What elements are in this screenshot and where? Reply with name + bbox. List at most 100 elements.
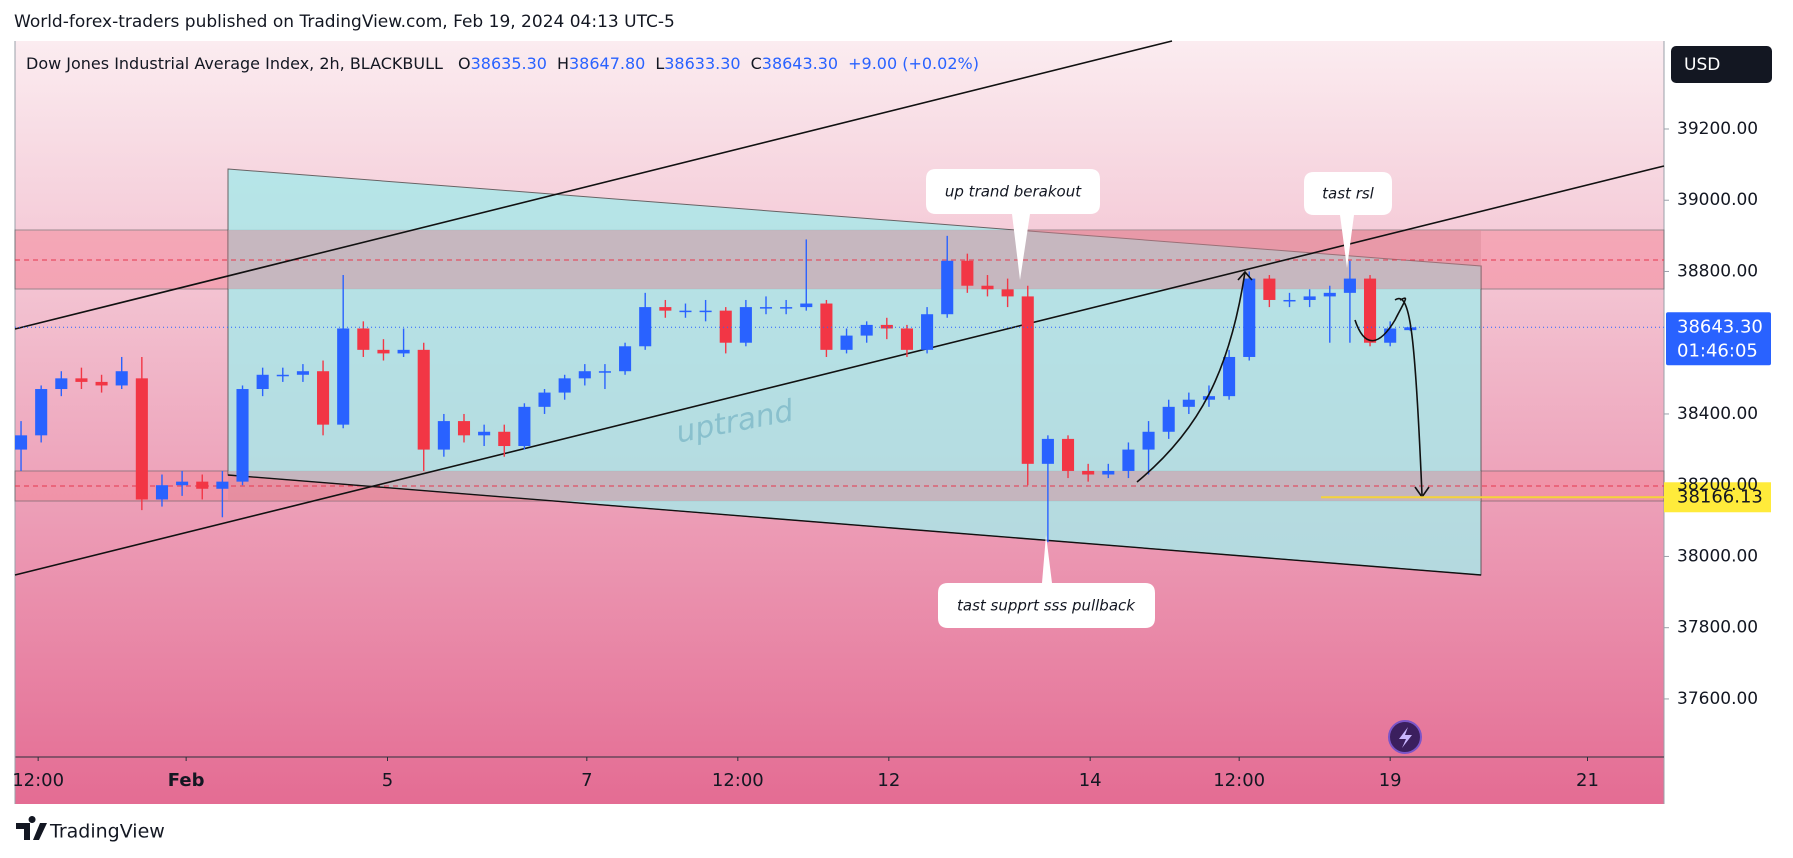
legend-key: O	[458, 54, 471, 73]
candle-body	[478, 431, 491, 436]
legend-text: Dow Jones Industrial Average Index, 2h, …	[26, 54, 979, 73]
candle-body	[1162, 406, 1175, 432]
candle-body	[357, 328, 370, 350]
footer-label: TradingView	[49, 821, 165, 843]
candle-body	[337, 328, 350, 425]
callout-label: tast supprt sss pullback	[957, 597, 1136, 615]
candle-body	[619, 346, 632, 372]
curve-arrow	[1354, 297, 1423, 496]
legend-key: H	[557, 54, 569, 73]
candle-body	[840, 335, 853, 350]
candle-body	[659, 307, 672, 311]
currency-button[interactable]	[1671, 46, 1772, 83]
candle-body	[739, 307, 752, 343]
candle-body	[498, 431, 511, 447]
candle-body	[1243, 278, 1256, 357]
candle-body	[176, 481, 189, 486]
candle-body	[639, 307, 652, 347]
last-price-label: 38643.30	[1677, 316, 1763, 337]
trend-line	[14, 165, 1665, 576]
candle-body	[437, 421, 450, 450]
candle-body	[1303, 296, 1316, 300]
last-price-box	[1666, 312, 1771, 366]
candle-body	[35, 389, 48, 436]
alert-icon-bolt	[1399, 727, 1412, 748]
candle-body	[518, 406, 531, 447]
legend-value: 38647.80	[569, 54, 645, 73]
y-tick-label: 39200.00	[1677, 119, 1758, 139]
candle-body	[55, 378, 68, 390]
candle-body	[1082, 470, 1095, 475]
x-tick-label: 14	[1079, 770, 1102, 791]
countdown-label: 01:46:05	[1677, 340, 1758, 361]
candle-body	[317, 371, 330, 425]
candle-body	[1343, 278, 1356, 293]
callout-label: tast rsl	[1322, 185, 1375, 203]
candle-body	[1041, 438, 1054, 464]
x-tick-label: 12:00	[12, 770, 64, 791]
candle-body	[196, 481, 209, 489]
y-tick-label: 38400.00	[1677, 404, 1758, 424]
legend-key: L	[655, 54, 664, 73]
candle-body	[1223, 356, 1236, 397]
candle-body	[1202, 396, 1216, 400]
price-axis-background	[1664, 41, 1793, 804]
x-tick-label: 21	[1576, 770, 1599, 791]
candle-body	[578, 371, 591, 379]
y-tick-label: 37800.00	[1677, 618, 1758, 638]
candle-body	[880, 324, 893, 329]
footer: TradingView	[16, 816, 165, 843]
candle-body	[135, 378, 148, 500]
candle-body	[780, 307, 793, 309]
candle-body	[1021, 296, 1034, 464]
target-box	[1664, 482, 1771, 513]
drawings: uptrand	[14, 40, 1669, 761]
candle-body	[417, 349, 430, 450]
legend-value: 38633.30	[664, 54, 740, 73]
candle-body	[1384, 328, 1397, 343]
x-tick-label: Feb	[168, 770, 205, 791]
candle-body	[598, 371, 611, 373]
candle-body	[699, 310, 712, 313]
candles	[15, 235, 1417, 543]
callout-label: up trand berakout	[945, 183, 1082, 201]
legend-value: 38635.30	[471, 54, 547, 73]
candle-body	[961, 260, 974, 286]
candle-body	[75, 378, 88, 382]
legend-key: C	[751, 54, 762, 73]
legend: Dow Jones Industrial Average Index, 2h, …	[26, 54, 979, 73]
arrow-head	[1237, 270, 1253, 281]
candle-body	[900, 328, 913, 350]
candle-body	[115, 371, 128, 386]
candle-body	[1182, 399, 1195, 407]
x-tick-label: 5	[382, 770, 393, 791]
x-tick-label: 12:00	[712, 770, 764, 791]
candle-body	[1363, 278, 1377, 343]
candle-body	[1323, 292, 1336, 297]
candle-body	[558, 378, 571, 393]
x-tick-label: 12:00	[1213, 770, 1265, 791]
candle-body	[538, 392, 551, 407]
candle-body	[1142, 431, 1155, 450]
candle-body	[397, 349, 410, 354]
candle-body	[800, 303, 813, 308]
callout	[1304, 172, 1392, 268]
y-tick-label: 37600.00	[1677, 689, 1758, 709]
y-tick-label: 38000.00	[1677, 546, 1758, 566]
y-tick-label: 38200.00	[1677, 475, 1758, 495]
candle-body	[256, 374, 269, 390]
candle-body	[1263, 278, 1276, 300]
x-tick-label: 19	[1379, 770, 1402, 791]
candle-body	[276, 374, 289, 377]
callout	[938, 535, 1155, 628]
candle-body	[759, 307, 773, 309]
candle-body	[981, 285, 994, 290]
candle-body	[1283, 299, 1296, 302]
candle-body	[95, 381, 108, 386]
candle-body	[377, 349, 390, 354]
annotations: up trand berakout tast rsl tast supprt s…	[15, 46, 1772, 754]
currency-label: USD	[1684, 55, 1720, 75]
callout	[926, 169, 1100, 280]
